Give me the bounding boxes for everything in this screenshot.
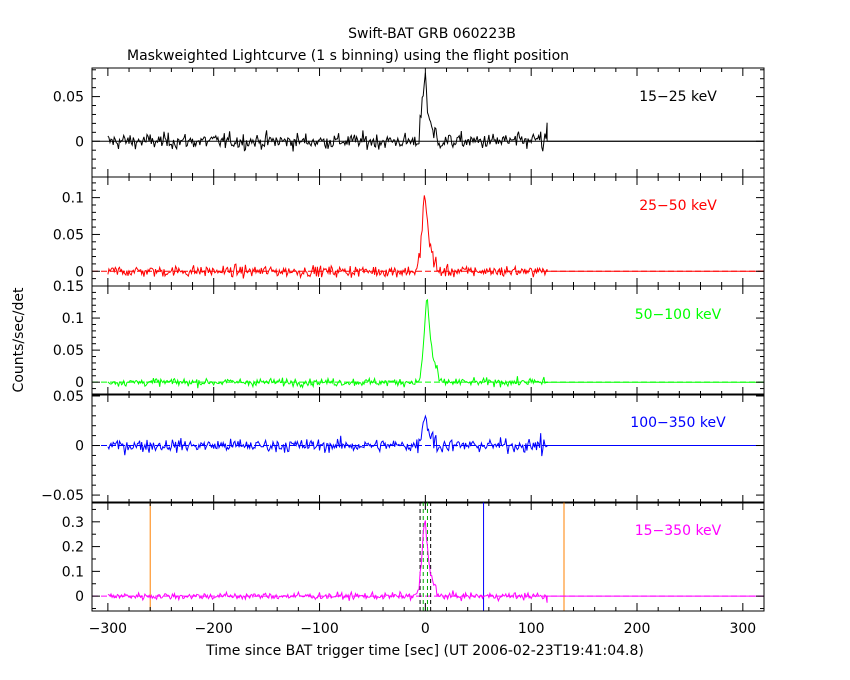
y-tick-label: 0.05 [53,90,84,106]
y-tick-label: 0.3 [62,515,84,531]
panel-frame [91,501,765,612]
y-tick-label: 0 [75,589,84,605]
panel-frame [91,67,765,178]
band-label: 100−350 keV [630,415,726,431]
y-tick-label: 0.1 [62,191,84,207]
x-tick-label: 300 [729,621,756,637]
y-tick-label: 0 [75,439,84,455]
x-tick-label: −300 [89,621,127,637]
y-axis: 0 0.05 0.1 0.15 [53,279,764,396]
lightcurve-series [107,195,764,280]
x-tick-label: 100 [518,621,545,637]
panel-2: 0 0.05 0.1 25−50 keV [53,176,765,287]
lightcurve-series [107,414,764,457]
lightcurve-series [107,520,764,603]
band-label: 25−50 keV [639,198,717,214]
lightcurve-series [107,72,764,152]
y-axis-label: Counts/sec/det [11,287,27,392]
y-tick-label: 0.05 [53,227,84,243]
y-tick-label: 0.05 [53,389,84,405]
x-axis: −300 −200 −100 0 100 200 300 [89,621,757,637]
x-tick-label: 0 [421,621,430,637]
x-tick-label: −100 [300,621,338,637]
y-tick-label: 0.05 [53,343,84,359]
y-axis: 00.05 [53,69,764,178]
y-axis: 0 0.05 0.1 [53,182,764,287]
y-tick-label: 0 [75,264,84,280]
panel-3: 0 0.05 0.1 0.15 50−100 keV [53,279,765,396]
y-tick-label: 0 [75,375,84,391]
x-axis-label: Time since BAT trigger time [sec] (UT 20… [205,643,644,659]
y-tick-label: 0.1 [62,311,84,327]
chart-title: Swift-BAT GRB 060223B [348,26,516,42]
band-label: 15−350 keV [635,523,722,539]
panel-5: 0 0.1 0.2 0.3 15−350 keV [62,501,765,612]
lightcurve-series [107,298,764,389]
y-tick-label: 0.2 [62,540,84,556]
band-label: 50−100 keV [635,307,722,323]
panel-4: −0.05 0 0.05 100−350 keV [41,389,765,504]
panel-frame [91,285,765,396]
x-tick-label: 200 [624,621,651,637]
chart-subtitle: Maskweighted Lightcurve (1 s binning) us… [127,48,569,64]
band-label: 15−25 keV [639,89,717,105]
y-tick-label: −0.05 [41,488,84,504]
y-axis: −0.05 0 0.05 [41,389,764,504]
y-tick-label: 0.15 [53,279,84,295]
panel-frame [91,393,765,504]
x-tick-label: −200 [194,621,232,637]
panel-1: 00.05 15−25 keV [53,67,765,178]
y-tick-label: 0.1 [62,564,84,580]
y-tick-label: 0 [75,134,84,150]
y-axis: 0 0.1 0.2 0.3 [62,508,764,610]
